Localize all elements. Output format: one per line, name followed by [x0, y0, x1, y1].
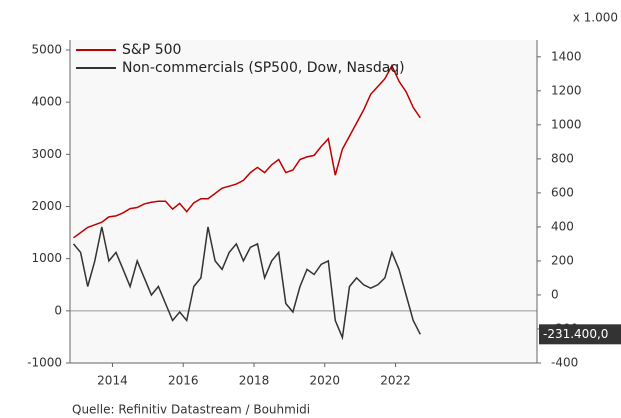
annotation: -231.400,0	[543, 327, 608, 341]
y-tick-label: 2000	[31, 199, 62, 213]
y-tick-label: 1000	[31, 251, 62, 265]
y2-tick-label: 800	[551, 151, 574, 165]
legend-label: S&P 500	[122, 42, 181, 58]
x-tick-label: 2014	[97, 374, 128, 388]
y2-tick-label: 0	[551, 287, 559, 301]
unit-label: x 1.000	[573, 11, 618, 25]
y-tick-label: 5000	[31, 43, 62, 57]
series-line	[72, 226, 421, 341]
x-tick-label: 2020	[309, 374, 340, 388]
y2-tick-label: 400	[551, 219, 574, 233]
series-line	[73, 64, 421, 239]
y-tick-label: -1000	[27, 356, 62, 370]
legend-label: Non-commercials (SP500, Dow, Nasdaq)	[122, 60, 405, 76]
plot-area	[70, 40, 537, 363]
x-tick-label: 2016	[168, 374, 199, 388]
source: Quelle: Refinitiv Datastream / Bouhmidi	[72, 403, 310, 417]
y-tick-label: 4000	[31, 95, 62, 109]
x-tick-label: 2018	[239, 374, 270, 388]
y2-tick-label: 1200	[551, 83, 582, 97]
y2-tick-label: 1000	[551, 117, 582, 131]
y-tick-label: 3000	[31, 147, 62, 161]
annotation-box	[539, 324, 621, 345]
y2-tick-label: -400	[551, 356, 578, 370]
y2-tick-label: 1400	[551, 49, 582, 63]
y2-tick-label: 200	[551, 253, 574, 267]
y2-tick-label: 600	[551, 185, 574, 199]
x-tick-label: 2022	[380, 374, 411, 388]
y-tick-label: 0	[54, 303, 62, 317]
